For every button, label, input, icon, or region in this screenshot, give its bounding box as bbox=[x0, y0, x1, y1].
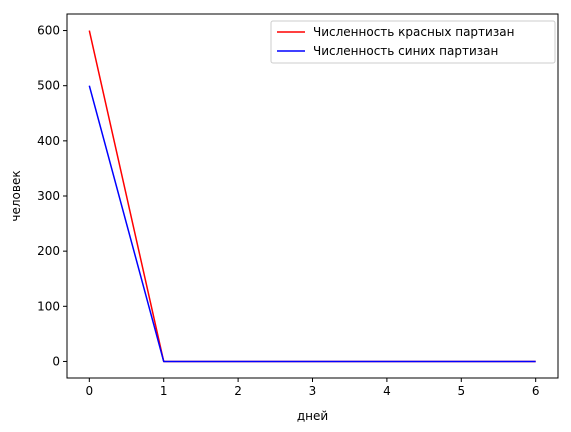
x-tick-label: 4 bbox=[383, 384, 391, 398]
x-axis-ticks: 0 1 2 3 4 5 6 bbox=[85, 378, 539, 398]
y-tick-label: 0 bbox=[52, 354, 60, 368]
y-axis-ticks: 0 100 200 300 400 500 600 bbox=[37, 24, 67, 369]
y-tick-label: 600 bbox=[37, 24, 60, 38]
y-tick-label: 500 bbox=[37, 79, 60, 93]
x-tick-label: 6 bbox=[532, 384, 540, 398]
legend-label-blue: Численность синих партизан bbox=[313, 44, 498, 58]
y-tick-label: 100 bbox=[37, 299, 60, 313]
y-tick-label: 400 bbox=[37, 134, 60, 148]
x-tick-label: 5 bbox=[457, 384, 465, 398]
x-tick-label: 0 bbox=[85, 384, 93, 398]
legend: Численность красных партизан Численность… bbox=[271, 21, 555, 63]
plot-frame bbox=[67, 14, 558, 378]
y-tick-label: 300 bbox=[37, 189, 60, 203]
series-line-1 bbox=[89, 86, 535, 362]
x-tick-label: 2 bbox=[234, 384, 242, 398]
y-tick-label: 200 bbox=[37, 244, 60, 258]
y-axis-label: человек bbox=[9, 170, 23, 221]
x-tick-label: 3 bbox=[309, 384, 317, 398]
plot-lines bbox=[89, 31, 535, 362]
x-axis-label: дней bbox=[297, 409, 328, 423]
legend-label-red: Численность красных партизан bbox=[313, 25, 514, 39]
x-tick-label: 1 bbox=[160, 384, 168, 398]
series-line-0 bbox=[89, 31, 535, 362]
